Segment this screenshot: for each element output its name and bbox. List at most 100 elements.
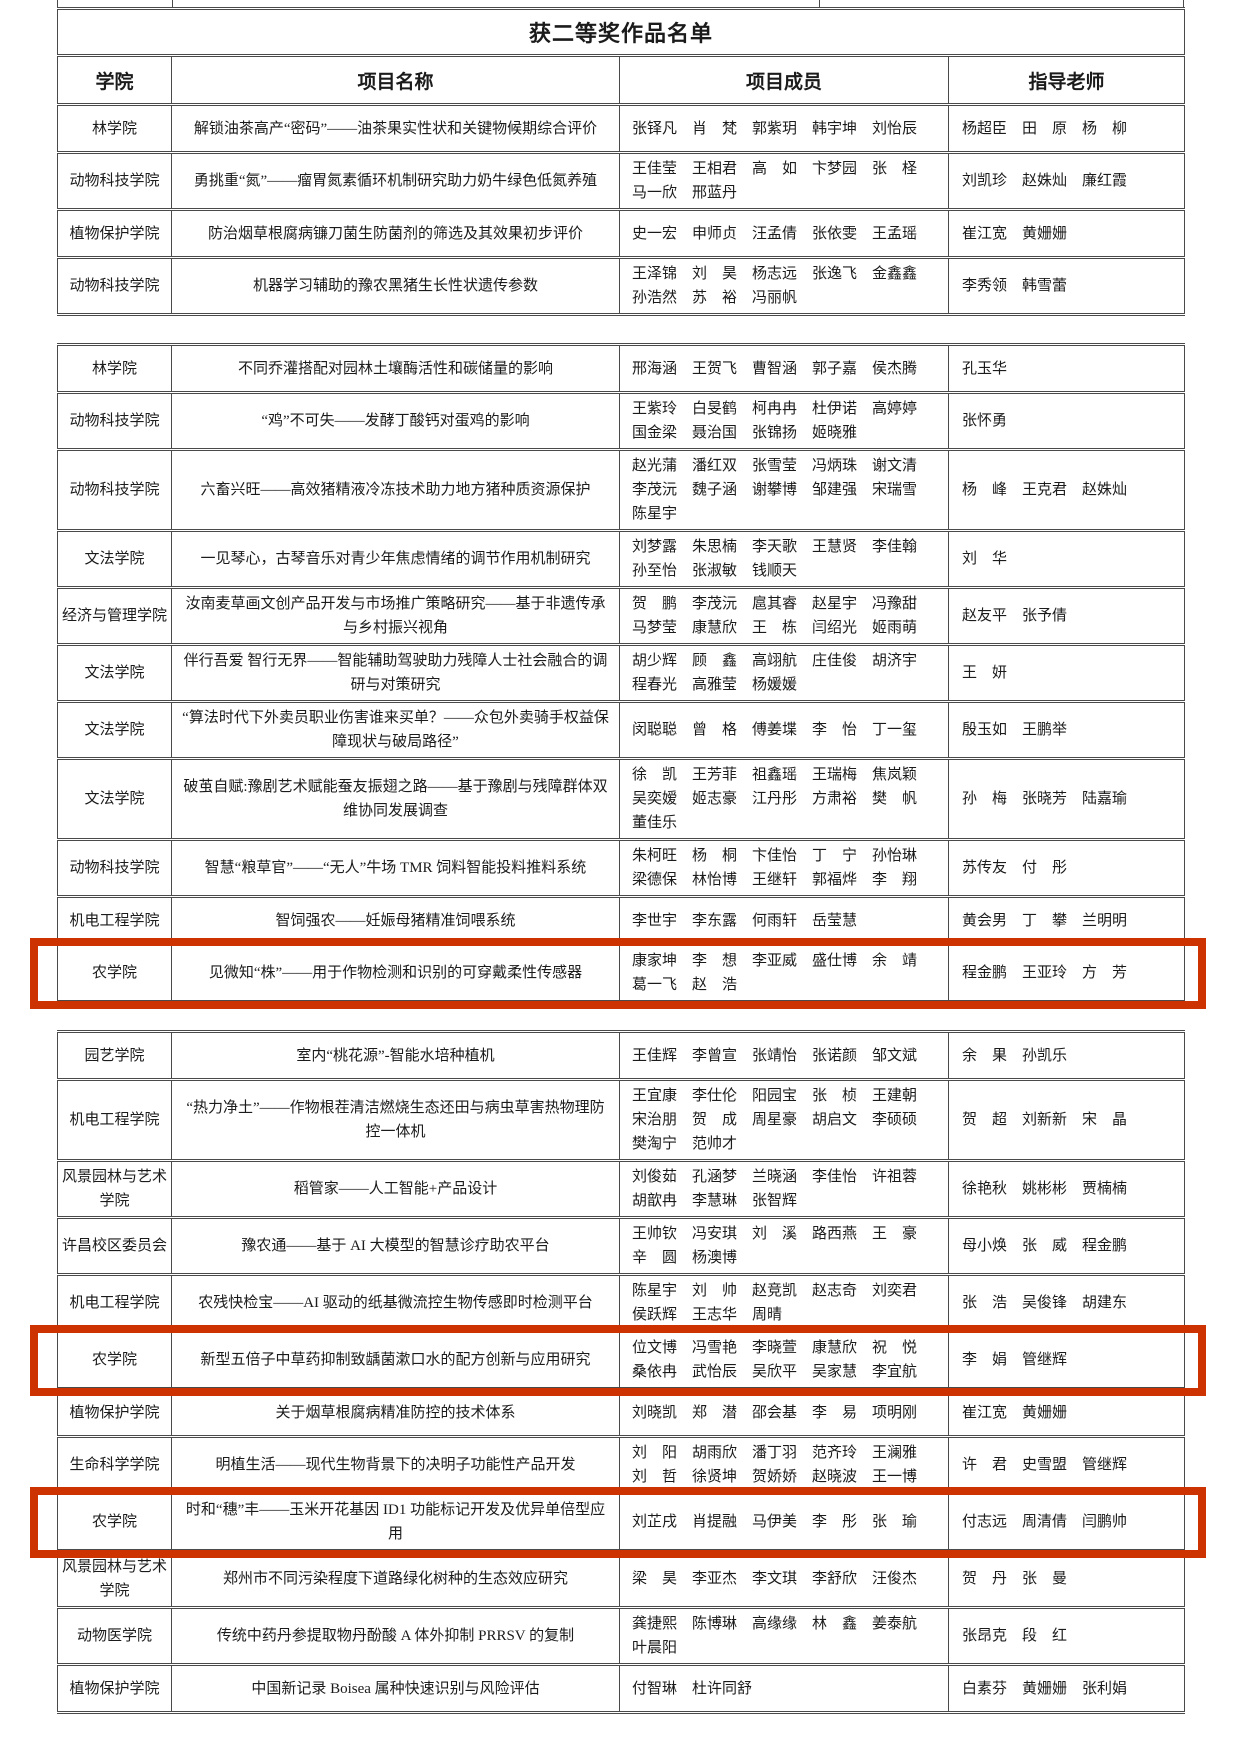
project-cell: 防治烟草根腐病镰刀菌生防菌剂的筛选及其效果初步评价 [171, 208, 620, 259]
member-line: 张铎凡 肖 梵 郭紫玥 韩宇坤 刘怡辰 [632, 120, 918, 137]
member-line: 刘晓凯 郑 潜 邵会基 李 易 项明刚 [632, 1404, 918, 1421]
advisors-cell: 苏传友 付 彤 [948, 838, 1185, 898]
college-cell: 农学院 [57, 1492, 172, 1552]
project-cell: 伴行吾爱 智行无界——智能辅助驾驶助力残障人士社会融合的调研与对策研究 [171, 643, 620, 703]
members-cell: 陈星宇 刘 帅 赵竞凯 赵志奇 刘奕君 侯跃辉 王志华 周晴 [619, 1273, 949, 1333]
project-cell: 破茧自赋:豫剧艺术赋能蚕友振翅之路——基于豫剧与残障群体双维协同发展调查 [171, 757, 620, 841]
table-row: 植物保护学院 关于烟草根腐病精准防控的技术体系 刘晓凯 郑 潜 邵会基 李 易 项明… [57, 1387, 1185, 1438]
project-cell: 关于烟草根腐病精准防控的技术体系 [171, 1387, 620, 1438]
table-row: 动物科技学院 “鸡”不可失——发酵丁酸钙对蛋鸡的影响 王紫玲 白旻鹤 柯冉冉 杜伊诺… [57, 391, 1185, 451]
members-cell: 王佳莹 王相君 高 如 卞梦园 张 柽马一欣 邢蓝丹 [619, 151, 949, 211]
college-cell: 植物保护学院 [57, 208, 172, 259]
advisors-cell: 张昂克 段 红 [948, 1606, 1185, 1666]
project-cell: 农残快检宝——AI 驱动的纸基微流控生物传感即时检测平台 [171, 1273, 620, 1333]
college-cell: 动物科技学院 [57, 256, 172, 316]
members-cell: 李世宇 李东露 何雨轩 岳莹慧 [619, 895, 949, 946]
advisors-cell: 黄会男 丁 攀 兰明明 [948, 895, 1185, 946]
col-header-college: 学院 [57, 54, 172, 106]
members-cell: 梁 昊 李亚杰 李文琪 李舒欣 汪俊杰 [619, 1549, 949, 1609]
members-cell: 刘芷戌 肖提融 马伊美 李 彤 张 瑜 [619, 1492, 949, 1552]
advisors-cell: 刘凯珍 赵姝灿 廉红霞 [947, 151, 1186, 211]
table-row: 动物科技学院 智慧“粮草官”——“无人”牛场 TMR 饲料智能投料推料系统 朱柯旺 … [57, 838, 1185, 898]
project-cell: 传统中药丹参提取物丹酚酸 A 体外抑制 PRRSV 的复制 [171, 1606, 620, 1666]
member-line: 马梦莹 康慧欣 王 栋 闫绍光 姬雨萌 [632, 620, 918, 636]
member-line: 李茂沅 魏子涵 谢攀博 邹建强 宋瑞雪 [632, 482, 918, 498]
table-row: 园艺学院 室内“桃花源”-智能水培种植机 王佳辉 李曾宣 张靖怡 张诺颜 邹文斌 余 … [57, 1030, 1185, 1081]
member-line: 刘芷戌 肖提融 马伊美 李 彤 张 瑜 [632, 1514, 918, 1530]
project-cell: “热力净土”——作物根茬清洁燃烧生态还田与病虫草害热物理防控一体机 [171, 1078, 620, 1162]
project-cell: 稻管家——人工智能+产品设计 [171, 1159, 620, 1219]
college-cell: 动物科技学院 [57, 448, 172, 532]
member-line: 贺 鹏 李茂沅 扈其睿 赵星宇 冯豫甜 [632, 596, 918, 612]
members-cell: 贺 鹏 李茂沅 扈其睿 赵星宇 冯豫甜 马梦莹 康慧欣 王 栋 闫绍光 姬雨萌 [619, 586, 949, 646]
member-line: 刘俊茹 孔涵梦 兰晓涵 李佳怡 许祖蓉 [632, 1169, 918, 1185]
table-row: 机电工程学院 智饲强农——妊娠母猪精准饲喂系统 李世宇 李东露 何雨轩 岳莹慧 黄会男… [57, 895, 1185, 946]
table-row: 风景园林与艺术学院 郑州市不同污染程度下道路绿化树种的生态效应研究梁 昊 李亚杰 … [57, 1549, 1185, 1609]
project-cell: “算法时代下外卖员职业伤害谁来买单？——众包外卖骑手权益保障现状与破局路径” [171, 700, 620, 760]
table-row: 文法学院 破茧自赋:豫剧艺术赋能蚕友振翅之路——基于豫剧与残障群体双维协同发展调查… [57, 757, 1185, 841]
table-title-row: 获二等奖作品名单 [56, 7, 1186, 57]
project-cell: 一见琴心，古琴音乐对青少年焦虑情绪的调节作用机制研究 [171, 529, 620, 589]
member-line: 付智琳 杜许同舒 [632, 1680, 753, 1697]
member-line: 陈星宇 [632, 506, 678, 522]
college-cell: 农学院 [57, 1330, 172, 1390]
member-line: 康家坤 李 想 李亚威 盛仕博 余 靖 [632, 953, 918, 969]
college-cell: 动物医学院 [57, 1606, 172, 1666]
member-line: 王泽锦 刘 昊 杨志远 张逸飞 金鑫鑫 [632, 266, 918, 282]
college-cell: 动物科技学院 [57, 151, 172, 211]
college-cell: 经济与管理学院 [57, 586, 172, 646]
college-cell: 许昌校区委员会 [57, 1216, 172, 1276]
members-cell: 王紫玲 白旻鹤 柯冉冉 杜伊诺 高婷婷 国金梁 聂治国 张锦扬 姬晓雅 [619, 391, 949, 451]
members-cell: 王泽锦 刘 昊 杨志远 张逸飞 金鑫鑫 孙浩然 苏 裕 冯丽帆 [619, 256, 949, 316]
remnant-gridline [819, 0, 820, 7]
table-row: 许昌校区委员会 豫农通——基于 AI 大模型的智慧诊疗助农平台 王帅钦 冯安琪 刘 … [57, 1216, 1185, 1276]
advisors-cell: 徐艳秋 姚彬彬 贾楠楠 [948, 1159, 1185, 1219]
table-row: 机电工程学院 农残快检宝——AI 驱动的纸基微流控生物传感即时检测平台 陈星宇 刘 … [57, 1273, 1185, 1333]
project-cell: 六畜兴旺——高效猪精液冷冻技术助力地方猪种质资源保护 [171, 448, 620, 532]
table-row: 动物医学院 传统中药丹参提取物丹酚酸 A 体外抑制 PRRSV 的复制 龚捷熙 陈博… [57, 1606, 1185, 1666]
member-line: 董佳乐 [632, 815, 678, 831]
advisors-cell: 王 妍 [948, 643, 1185, 703]
members-cell: 王宜康 李仕伦 阳园宝 张 桢 王建朝 宋治朋 贺 成 周星豪 胡启文 李硕硕 樊淘… [619, 1078, 949, 1162]
college-cell: 文法学院 [57, 700, 172, 760]
member-line: 陈星宇 刘 帅 赵竞凯 赵志奇 刘奕君 [632, 1283, 918, 1299]
table-row: 动物科技学院 六畜兴旺——高效猪精液冷冻技术助力地方猪种质资源保护 赵光蒲 潘红双 … [57, 448, 1185, 532]
member-line: 葛一飞 赵 浩 [632, 977, 738, 993]
advisors-cell: 孙 梅 张晓芳 陆嘉瑜 [948, 757, 1185, 841]
college-cell: 植物保护学院 [57, 1387, 172, 1438]
member-line: 王帅钦 冯安琪 刘 溪 路西燕 王 豪 [632, 1226, 918, 1242]
member-line: 叶晨阳 [632, 1640, 678, 1656]
advisors-cell: 许 君 史雪盟 管继辉 [948, 1435, 1185, 1495]
table-row-highlighted: 农学院 见微知“株”——用于作物检测和识别的可穿戴柔性传感器 康家坤 李 想 李亚威… [57, 943, 1185, 1003]
award-table-section-1: 获二等奖作品名单 学院 项目名称 项目成员 指导老师 林学院 解锁油茶高产“密码”… [56, 7, 1186, 316]
members-cell: 刘 阳 胡雨欣 潘丁羽 范齐玲 王澜雅刘 哲 徐贤坤 贺娇娇 赵晓波 王一博 [619, 1435, 949, 1495]
table-row: 文法学院 “算法时代下外卖员职业伤害谁来买单？——众包外卖骑手权益保障现状与破局路… [57, 700, 1185, 760]
table-row: 文法学院 伴行吾爱 智行无界——智能辅助驾驶助力残障人士社会融合的调研与对策研究胡… [57, 643, 1185, 703]
project-cell: 中国新记录 Boisea 属种快速识别与风险评估 [171, 1663, 620, 1714]
advisors-cell: 崔江宽 黄姗姗 [948, 1387, 1185, 1438]
member-line: 梁 昊 李亚杰 李文琪 李舒欣 汪俊杰 [632, 1571, 918, 1587]
member-line: 胡歆冉 李慧琳 张智辉 [632, 1193, 798, 1209]
award-table-section-3: 园艺学院 室内“桃花源”-智能水培种植机 王佳辉 李曾宣 张靖怡 张诺颜 邹文斌 余 … [57, 1030, 1185, 1714]
member-line: 宋治朋 贺 成 周星豪 胡启文 李硕硕 [632, 1112, 918, 1128]
members-cell: 邢海涵 王贺飞 曹智涵 郭子嘉 侯杰腾 [619, 343, 949, 394]
college-cell: 文法学院 [57, 529, 172, 589]
member-line: 王宜康 李仕伦 阳园宝 张 桢 王建朝 [632, 1088, 918, 1104]
members-cell: 张铎凡 肖 梵 郭紫玥 韩宇坤 刘怡辰 [619, 103, 949, 154]
college-cell: 园艺学院 [57, 1030, 172, 1081]
members-cell: 刘俊茹 孔涵梦 兰晓涵 李佳怡 许祖蓉 胡歆冉 李慧琳 张智辉 [619, 1159, 949, 1219]
members-cell: 胡少辉 顾 鑫 高翊航 庄佳俊 胡济宇 程春光 高雅莹 杨媛媛 [619, 643, 949, 703]
advisors-cell: 赵友平 张予倩 [948, 586, 1185, 646]
members-cell: 刘晓凯 郑 潜 邵会基 李 易 项明刚 [619, 1387, 949, 1438]
advisors-cell: 杨 峰 王克君 赵姝灿 [948, 448, 1185, 532]
member-line: 王紫玲 白旻鹤 柯冉冉 杜伊诺 高婷婷 [632, 401, 918, 417]
table-row: 机电工程学院 “热力净土”——作物根茬清洁燃烧生态还田与病虫草害热物理防控一体机王… [57, 1078, 1185, 1162]
project-cell: 郑州市不同污染程度下道路绿化树种的生态效应研究 [171, 1549, 620, 1609]
member-line: 王佳莹 王相君 高 如 卞梦园 张 柽 [632, 161, 918, 177]
member-line: 刘 阳 胡雨欣 潘丁羽 范齐玲 王澜雅 [632, 1445, 918, 1461]
page-title: 获二等奖作品名单 [56, 7, 1186, 57]
project-cell: 解锁油茶高产“密码”——油茶果实性状和关键物候期综合评价 [171, 103, 620, 154]
advisors-cell: 付志远 周清倩 闫鹏帅 [948, 1492, 1185, 1552]
project-cell: “鸡”不可失——发酵丁酸钙对蛋鸡的影响 [171, 391, 620, 451]
